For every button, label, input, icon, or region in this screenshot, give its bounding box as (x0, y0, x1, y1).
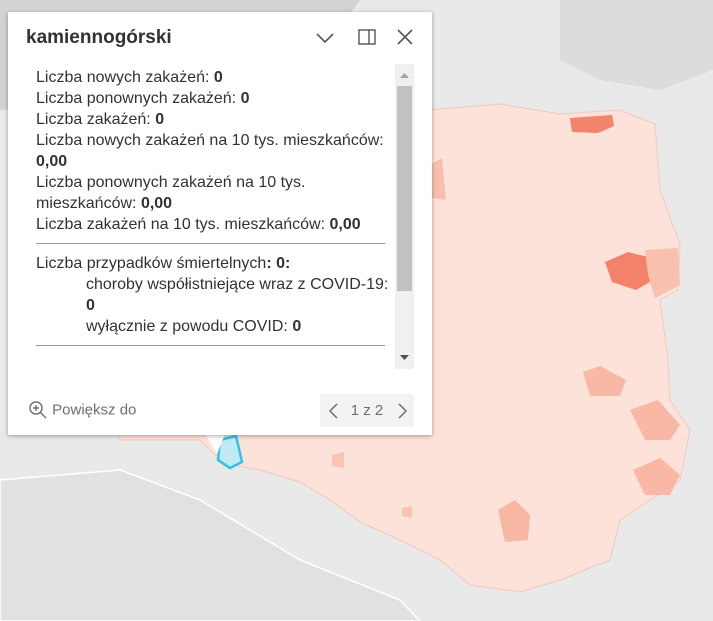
field: choroby współistniejące wraz z COVID-19:… (36, 274, 391, 316)
district[interactable] (402, 506, 412, 518)
scroll-up[interactable] (395, 68, 414, 82)
field: Liczba zakażeń na 10 tys. mieszkańców: 0… (36, 214, 391, 235)
scroll-down[interactable] (395, 351, 414, 365)
field-value: 0,00 (140, 195, 173, 212)
district[interactable] (570, 115, 614, 133)
district[interactable] (633, 458, 680, 495)
separator (36, 243, 385, 244)
district[interactable] (498, 500, 530, 542)
neighbor-country (0, 469, 422, 621)
district[interactable] (605, 252, 652, 290)
pager: 1 z 2 (320, 394, 414, 427)
dock-button[interactable] (356, 26, 378, 48)
field-value: 0 (86, 297, 95, 314)
district[interactable] (583, 366, 626, 396)
collapse-button[interactable] (314, 26, 336, 48)
previous-button[interactable] (327, 402, 341, 420)
field-label: Liczba zakażeń: (36, 111, 151, 128)
field-label: choroby współistniejące wraz z COVID-19: (86, 276, 389, 293)
selected-district[interactable] (216, 434, 244, 470)
separator (36, 345, 385, 346)
field: Liczba ponownych zakażeń na 10 tys. mies… (36, 172, 391, 214)
scrollbar[interactable] (395, 64, 414, 369)
field-value: 0,00 (329, 216, 361, 233)
fields: Liczba nowych zakażeń: 0 Liczba ponownych… (36, 67, 391, 355)
field-value: : 0: (266, 255, 291, 272)
close-button[interactable] (394, 26, 416, 48)
popup-title: kamiennogórski (26, 27, 172, 48)
field: wyłącznie z powodu COVID: 0 (36, 316, 391, 337)
field: Liczba nowych zakażeń: 0 (36, 67, 391, 88)
popup-content: Liczba nowych zakażeń: 0 Liczba ponownych… (28, 64, 414, 369)
field: Liczba przypadków śmiertelnych: 0: (36, 253, 391, 274)
field-label: Liczba zakażeń na 10 tys. mieszkańców: (36, 216, 326, 233)
field-value: 0 (155, 111, 165, 128)
field-label: wyłącznie z powodu COVID: (86, 318, 288, 335)
zoom-label: Powiększ do (52, 401, 137, 419)
zoom-icon (29, 401, 47, 419)
field: Liczba zakażeń: 0 (36, 109, 391, 130)
field-value: 0 (240, 90, 250, 107)
field-label: Liczba ponownych zakażeń na 10 tys. mies… (36, 174, 306, 212)
field: Liczba nowych zakażeń na 10 tys. mieszka… (36, 130, 391, 172)
pager-label: 1 z 2 (350, 402, 384, 419)
popup-pointer (205, 434, 225, 454)
neighbor-country (560, 0, 713, 90)
field-label: Liczba przypadków śmiertelnych (36, 255, 267, 272)
field-label: Liczba ponownych zakażeń: (36, 90, 237, 107)
district[interactable] (430, 158, 446, 200)
field-value: 0,00 (36, 153, 68, 170)
field-label: Liczba nowych zakażeń na 10 tys. mieszka… (36, 132, 384, 149)
field: Liczba ponownych zakażeń: 0 (36, 88, 391, 109)
field-value: 0 (213, 69, 223, 86)
field-label: Liczba nowych zakażeń: (36, 69, 210, 86)
district[interactable] (332, 452, 344, 468)
district[interactable] (630, 400, 680, 440)
zoom-button[interactable]: Powiększ do (28, 400, 136, 420)
field-value: 0 (292, 318, 302, 335)
scroll-thumb[interactable] (397, 86, 412, 291)
next-button[interactable] (395, 402, 409, 420)
district[interactable] (645, 248, 680, 298)
